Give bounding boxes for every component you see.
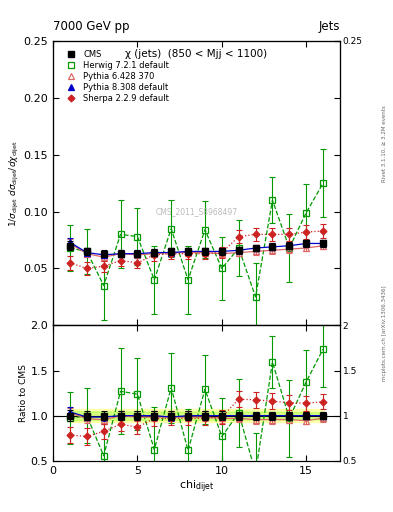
Herwig 7.2.1 default: [321, 180, 325, 186]
CMS: [253, 245, 258, 251]
CMS: [101, 251, 106, 257]
CMS: [68, 243, 72, 249]
Sherpa 2.2.9 default: [253, 231, 258, 238]
Herwig 7.2.1 default: [202, 227, 207, 233]
Pythia 8.308 default: [236, 247, 241, 253]
Sherpa 2.2.9 default: [152, 252, 157, 258]
Sherpa 2.2.9 default: [84, 265, 89, 271]
Pythia 6.428 370: [321, 243, 325, 249]
Sherpa 2.2.9 default: [219, 249, 224, 255]
Pythia 8.308 default: [84, 249, 89, 255]
Herwig 7.2.1 default: [253, 294, 258, 300]
Text: CMS_2011_S8968497: CMS_2011_S8968497: [156, 207, 237, 216]
X-axis label: chi$_\mathregular{dijet}$: chi$_\mathregular{dijet}$: [179, 478, 214, 495]
Sherpa 2.2.9 default: [186, 251, 191, 257]
CMS: [135, 251, 140, 257]
Pythia 6.428 370: [253, 248, 258, 254]
Pythia 8.308 default: [68, 239, 72, 245]
Pythia 8.308 default: [253, 245, 258, 251]
Herwig 7.2.1 default: [270, 197, 275, 203]
Sherpa 2.2.9 default: [236, 233, 241, 240]
Pythia 6.428 370: [186, 249, 191, 255]
Line: Sherpa 2.2.9 default: Sherpa 2.2.9 default: [68, 228, 325, 271]
Herwig 7.2.1 default: [101, 283, 106, 289]
Sherpa 2.2.9 default: [321, 228, 325, 234]
Pythia 6.428 370: [68, 241, 72, 247]
CMS: [169, 248, 174, 254]
Pythia 6.428 370: [118, 251, 123, 257]
CMS: [287, 243, 292, 249]
CMS: [118, 251, 123, 257]
Pythia 8.308 default: [118, 251, 123, 257]
Pythia 8.308 default: [135, 251, 140, 257]
Line: Pythia 6.428 370: Pythia 6.428 370: [67, 241, 326, 260]
Line: Herwig 7.2.1 default: Herwig 7.2.1 default: [67, 180, 326, 300]
CMS: [152, 249, 157, 255]
Sherpa 2.2.9 default: [270, 231, 275, 238]
Pythia 8.308 default: [287, 243, 292, 249]
CMS: [202, 248, 207, 254]
Herwig 7.2.1 default: [135, 233, 140, 240]
Pythia 6.428 370: [202, 249, 207, 255]
Herwig 7.2.1 default: [68, 245, 72, 251]
Line: CMS: CMS: [67, 241, 326, 257]
Text: mcplots.cern.ch [arXiv:1306.3436]: mcplots.cern.ch [arXiv:1306.3436]: [382, 285, 387, 380]
Pythia 8.308 default: [169, 249, 174, 255]
Legend: CMS, Herwig 7.2.1 default, Pythia 6.428 370, Pythia 8.308 default, Sherpa 2.2.9 : CMS, Herwig 7.2.1 default, Pythia 6.428 …: [60, 48, 171, 104]
Pythia 6.428 370: [236, 249, 241, 255]
Herwig 7.2.1 default: [287, 245, 292, 251]
CMS: [236, 247, 241, 253]
CMS: [186, 248, 191, 254]
Sherpa 2.2.9 default: [169, 251, 174, 257]
Pythia 8.308 default: [219, 248, 224, 254]
Sherpa 2.2.9 default: [101, 263, 106, 269]
Text: 7000 GeV pp: 7000 GeV pp: [53, 20, 130, 33]
Herwig 7.2.1 default: [118, 231, 123, 238]
Text: Jets: Jets: [318, 20, 340, 33]
Pythia 8.308 default: [202, 248, 207, 254]
Sherpa 2.2.9 default: [202, 251, 207, 257]
Line: Pythia 8.308 default: Pythia 8.308 default: [67, 240, 326, 258]
Text: χ (jets)  (850 < Mjj < 1100): χ (jets) (850 < Mjj < 1100): [125, 50, 268, 59]
Sherpa 2.2.9 default: [68, 260, 72, 266]
Pythia 6.428 370: [169, 249, 174, 255]
Herwig 7.2.1 default: [152, 277, 157, 283]
Pythia 8.308 default: [101, 252, 106, 258]
Sherpa 2.2.9 default: [135, 260, 140, 266]
CMS: [219, 248, 224, 254]
Pythia 6.428 370: [304, 245, 309, 251]
Pythia 8.308 default: [270, 244, 275, 250]
Pythia 6.428 370: [101, 254, 106, 260]
Pythia 8.308 default: [186, 248, 191, 254]
Sherpa 2.2.9 default: [287, 231, 292, 238]
Pythia 8.308 default: [152, 249, 157, 255]
Herwig 7.2.1 default: [84, 248, 89, 254]
Pythia 6.428 370: [287, 246, 292, 252]
Sherpa 2.2.9 default: [304, 229, 309, 235]
Pythia 6.428 370: [270, 247, 275, 253]
Sherpa 2.2.9 default: [118, 258, 123, 264]
Herwig 7.2.1 default: [169, 226, 174, 232]
CMS: [304, 241, 309, 247]
Pythia 6.428 370: [152, 251, 157, 257]
CMS: [321, 241, 325, 247]
Pythia 6.428 370: [84, 251, 89, 257]
Y-axis label: $1/\sigma_\mathrm{dijet}\ d\sigma_\mathrm{dijet}/d\chi_\mathrm{dijet}$: $1/\sigma_\mathrm{dijet}\ d\sigma_\mathr…: [7, 140, 21, 227]
Herwig 7.2.1 default: [236, 245, 241, 251]
CMS: [84, 248, 89, 254]
Text: Rivet 3.1.10, ≥ 3.2M events: Rivet 3.1.10, ≥ 3.2M events: [382, 105, 387, 182]
Pythia 6.428 370: [135, 252, 140, 258]
Herwig 7.2.1 default: [304, 210, 309, 216]
Pythia 8.308 default: [304, 241, 309, 247]
Pythia 6.428 370: [219, 251, 224, 257]
Pythia 8.308 default: [321, 241, 325, 247]
CMS: [270, 244, 275, 250]
Herwig 7.2.1 default: [219, 265, 224, 271]
Herwig 7.2.1 default: [186, 277, 191, 283]
Y-axis label: Ratio to CMS: Ratio to CMS: [18, 364, 28, 422]
